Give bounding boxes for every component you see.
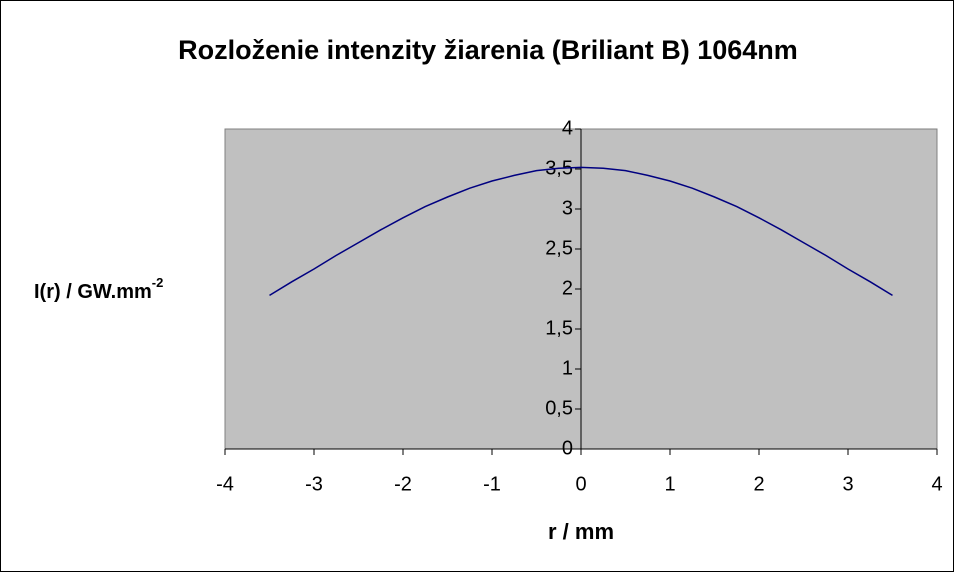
x-tick-label: -3	[305, 473, 323, 495]
chart-title: Rozloženie intenzity žiarenia (Briliant …	[178, 35, 798, 65]
y-tick-label: 1	[562, 357, 573, 379]
data-line	[269, 166, 893, 297]
y-tick-label: 4	[562, 117, 573, 139]
x-tick-label: 2	[753, 473, 764, 495]
y-axis-label-sup: -2	[152, 275, 164, 290]
y-tick-label: 2	[562, 277, 573, 299]
x-tick-label: 0	[575, 473, 586, 495]
y-tick-label: 0,5	[545, 397, 573, 419]
y-tick-label: 0	[562, 437, 573, 459]
x-tick-label: -2	[394, 473, 412, 495]
x-tick-label: -4	[216, 473, 234, 495]
y-axis-label-main: I(r) / GW.mm	[34, 281, 152, 303]
x-tick-label: 3	[842, 473, 853, 495]
y-tick-label: 2,5	[545, 237, 573, 259]
y-tick-label: 1,5	[545, 317, 573, 339]
y-axis-label: I(r) / GW.mm-2	[34, 275, 163, 303]
x-axis-label: r / mm	[548, 519, 614, 544]
x-tick-label: 1	[664, 473, 675, 495]
x-tick-label: -1	[483, 473, 501, 495]
y-tick-label: 3	[562, 197, 573, 219]
x-tick-label: 4	[931, 473, 942, 495]
